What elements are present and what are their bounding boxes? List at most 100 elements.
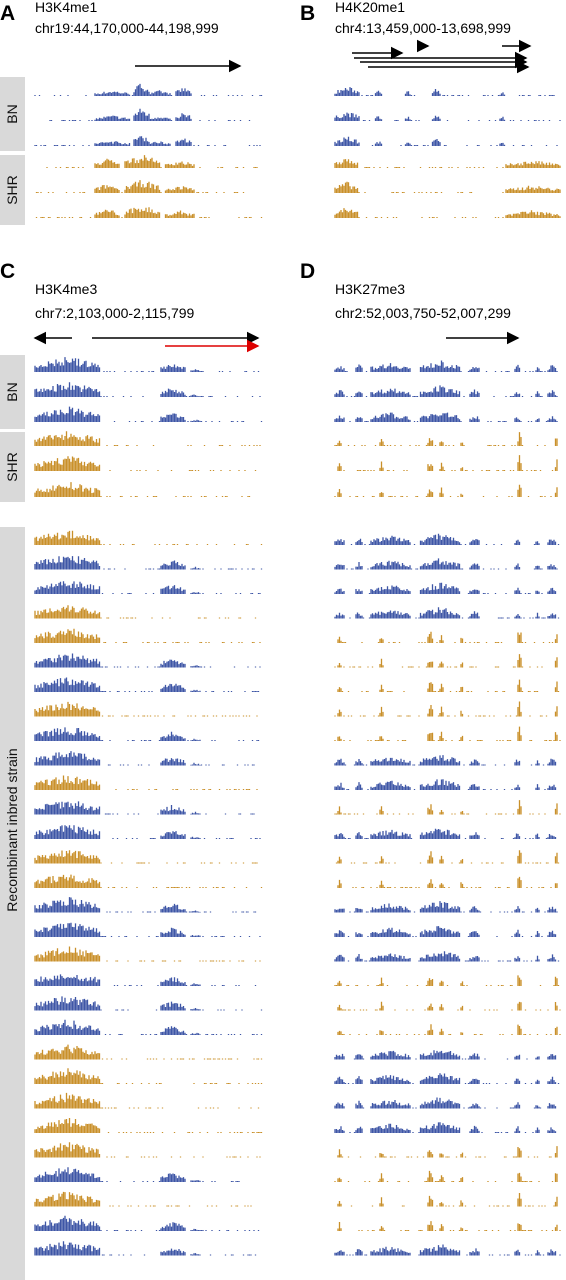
- signal-track: [337, 1001, 561, 1011]
- signal-track: [34, 1092, 260, 1109]
- group-label: SHR: [4, 452, 20, 482]
- signal-track: [334, 755, 557, 766]
- group-label: SHR: [4, 175, 20, 205]
- signal-track: [334, 726, 561, 741]
- signal-track: [334, 1050, 557, 1060]
- signal-track: [334, 1170, 558, 1182]
- signal-track: [337, 1221, 561, 1231]
- signal-track: [335, 850, 560, 864]
- signal-track: [337, 631, 558, 643]
- signal-track: [34, 874, 263, 888]
- signal-track: [334, 828, 557, 839]
- signal-track: [34, 581, 261, 594]
- panel-letter: B: [300, 2, 315, 25]
- signal-track: [334, 779, 557, 790]
- mark-title: H3K27me3: [335, 281, 405, 297]
- signal-track: [34, 1019, 263, 1035]
- signal-track: [34, 1044, 263, 1060]
- signal-track: [35, 207, 263, 218]
- panel-letter: A: [0, 2, 15, 25]
- signal-track: [49, 108, 251, 121]
- signal-track: [334, 901, 558, 913]
- signal-track: [337, 1193, 558, 1207]
- signal-track: [34, 83, 263, 96]
- signal-track: [334, 582, 557, 594]
- signal-track: [34, 677, 260, 692]
- region-label: chr2:52,003,750-52,007,299: [335, 305, 511, 321]
- signal-track: [334, 1122, 557, 1133]
- signal-track: [334, 112, 561, 121]
- signal-track: [334, 800, 561, 815]
- signal-track: [334, 1244, 561, 1256]
- group-box: [0, 527, 25, 1280]
- signal-track: [34, 1241, 257, 1256]
- signal-track: [34, 850, 258, 864]
- signal-track: [34, 751, 255, 766]
- signal-track: [34, 922, 261, 937]
- region-label: chr7:2,103,000-2,115,799: [35, 305, 195, 321]
- tracks: [34, 83, 561, 1256]
- signal-track: [334, 136, 558, 146]
- signal-track: [334, 208, 561, 218]
- signal-track: [334, 975, 560, 986]
- signal-track: [34, 556, 263, 570]
- signal-track: [34, 1191, 252, 1207]
- signal-track: [34, 701, 258, 717]
- signal-track: [34, 1142, 261, 1158]
- signal-track: [337, 455, 558, 471]
- panel-d: D H3K27me3 chr2:52,003,750-52,007,299: [300, 260, 511, 321]
- signal-track: [334, 412, 558, 422]
- region-label: chr4:13,459,000-13,698,999: [335, 20, 511, 36]
- panel-a: A H3K4me1 chr19:44,170,000-44,198,999 BN…: [0, 0, 219, 225]
- signal-track: [34, 482, 251, 497]
- signal-track: [334, 484, 558, 497]
- signal-track: [34, 801, 255, 815]
- panel-b: B H4K20me1 chr4:13,459,000-13,698,999: [300, 0, 511, 36]
- region-label: chr19:44,170,000-44,198,999: [35, 20, 219, 36]
- signal-track: [334, 654, 558, 668]
- signal-track: [35, 180, 245, 193]
- group-label: BN: [4, 382, 20, 401]
- signal-track: [34, 653, 261, 668]
- signal-track: [34, 382, 261, 397]
- group-box: [0, 432, 25, 502]
- signal-track: [334, 1097, 557, 1109]
- signal-track: [334, 385, 558, 397]
- signal-track: [334, 558, 558, 570]
- signal-track: [334, 1073, 560, 1084]
- signal-track: [34, 357, 260, 372]
- signal-track: [334, 701, 558, 717]
- signal-track: [34, 775, 258, 790]
- signal-track: [334, 607, 560, 619]
- signal-track: [337, 1146, 558, 1158]
- signal-track: [34, 996, 263, 1011]
- signal-track: [334, 87, 555, 96]
- signal-track: [34, 946, 261, 962]
- signal-track: [34, 456, 257, 471]
- signal-track: [34, 431, 261, 446]
- signal-track: [34, 530, 263, 545]
- signal-track: [34, 825, 261, 839]
- panel-letter: D: [300, 260, 315, 283]
- signal-track: [34, 628, 261, 643]
- group-label: BN: [4, 104, 20, 123]
- mark-title: H3K4me3: [35, 281, 97, 297]
- signal-track: [34, 727, 260, 741]
- signal-track: [34, 974, 257, 986]
- signal-track: [334, 360, 558, 372]
- mark-title: H4K20me1: [335, 0, 405, 15]
- signal-track: [34, 1068, 263, 1084]
- group-label: Recombinant inbred strain: [4, 748, 20, 911]
- signal-track: [337, 1024, 561, 1035]
- signal-track: [34, 1215, 260, 1231]
- signal-track: [34, 136, 261, 146]
- panel-letter: C: [0, 260, 15, 283]
- signal-track: [46, 155, 258, 168]
- group-box: [0, 155, 25, 225]
- signal-track: [334, 181, 561, 193]
- signal-track: [334, 159, 561, 168]
- signal-track: [34, 406, 263, 422]
- gene-arrows: [33, 39, 532, 353]
- signal-track: [34, 1118, 263, 1133]
